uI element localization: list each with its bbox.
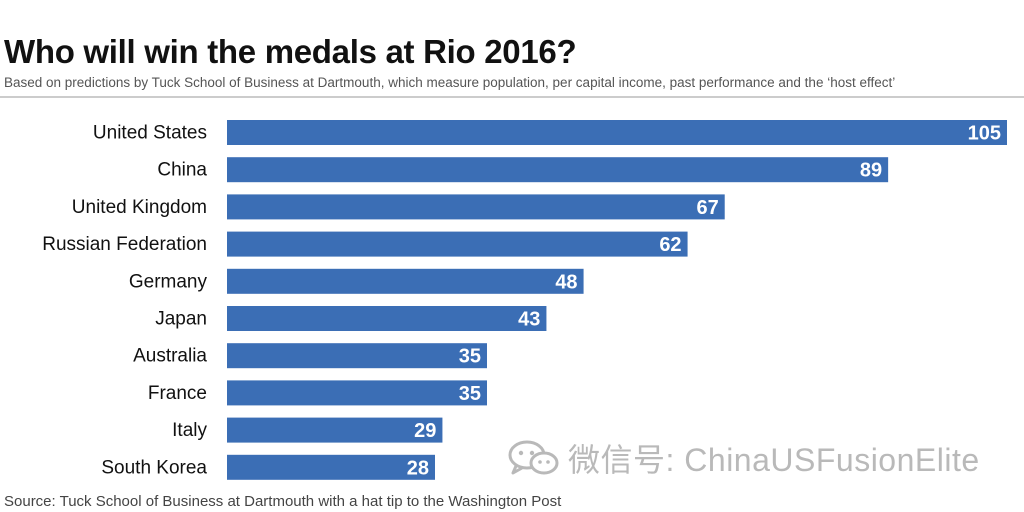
bar	[227, 268, 584, 294]
bar-chart: United States 105 China 89 United Kingdom 67 R…	[42, 120, 1007, 480]
bar	[227, 120, 1007, 145]
bar-value-label: 62	[659, 234, 681, 256]
bar-value-label: 29	[414, 420, 436, 442]
category-label: United Kingdom	[72, 197, 207, 218]
category-label: Japan	[155, 309, 207, 330]
bar	[227, 157, 889, 183]
title-divider	[0, 96, 1024, 98]
bar-value-label: 105	[968, 123, 1001, 145]
bar	[227, 417, 443, 443]
bar	[227, 454, 435, 480]
category-label: Italy	[172, 420, 207, 441]
chart-subtitle: Based on predictions by Tuck School of B…	[4, 75, 896, 90]
watermark: 微信号: ChinaUSFusionElite	[506, 438, 980, 478]
bar-value-label: 48	[555, 271, 577, 293]
bar-value-label: 35	[459, 383, 481, 405]
chart-title: Who will win the medals at Rio 2016?	[4, 33, 577, 70]
bar-value-label: 35	[459, 346, 481, 368]
category-label: Russian Federation	[42, 234, 207, 255]
bar	[227, 380, 487, 406]
bar-value-label: 43	[518, 309, 540, 331]
bar	[227, 194, 725, 220]
watermark-text: 微信号: ChinaUSFusionElite	[568, 442, 980, 478]
category-label: China	[157, 160, 207, 181]
bar	[227, 231, 688, 257]
bar	[227, 343, 487, 369]
wechat-icon	[508, 440, 559, 475]
bar-value-label: 89	[860, 160, 882, 182]
category-label: South Korea	[101, 457, 207, 478]
category-label: France	[148, 383, 207, 404]
category-label: Australia	[133, 346, 207, 367]
category-label: Germany	[129, 271, 208, 292]
bar-value-label: 67	[696, 197, 718, 219]
bar	[227, 306, 547, 331]
bar-value-label: 28	[407, 457, 429, 479]
category-label: United States	[93, 123, 207, 144]
source-note: Source: Tuck School of Business at Dartm…	[4, 493, 562, 510]
